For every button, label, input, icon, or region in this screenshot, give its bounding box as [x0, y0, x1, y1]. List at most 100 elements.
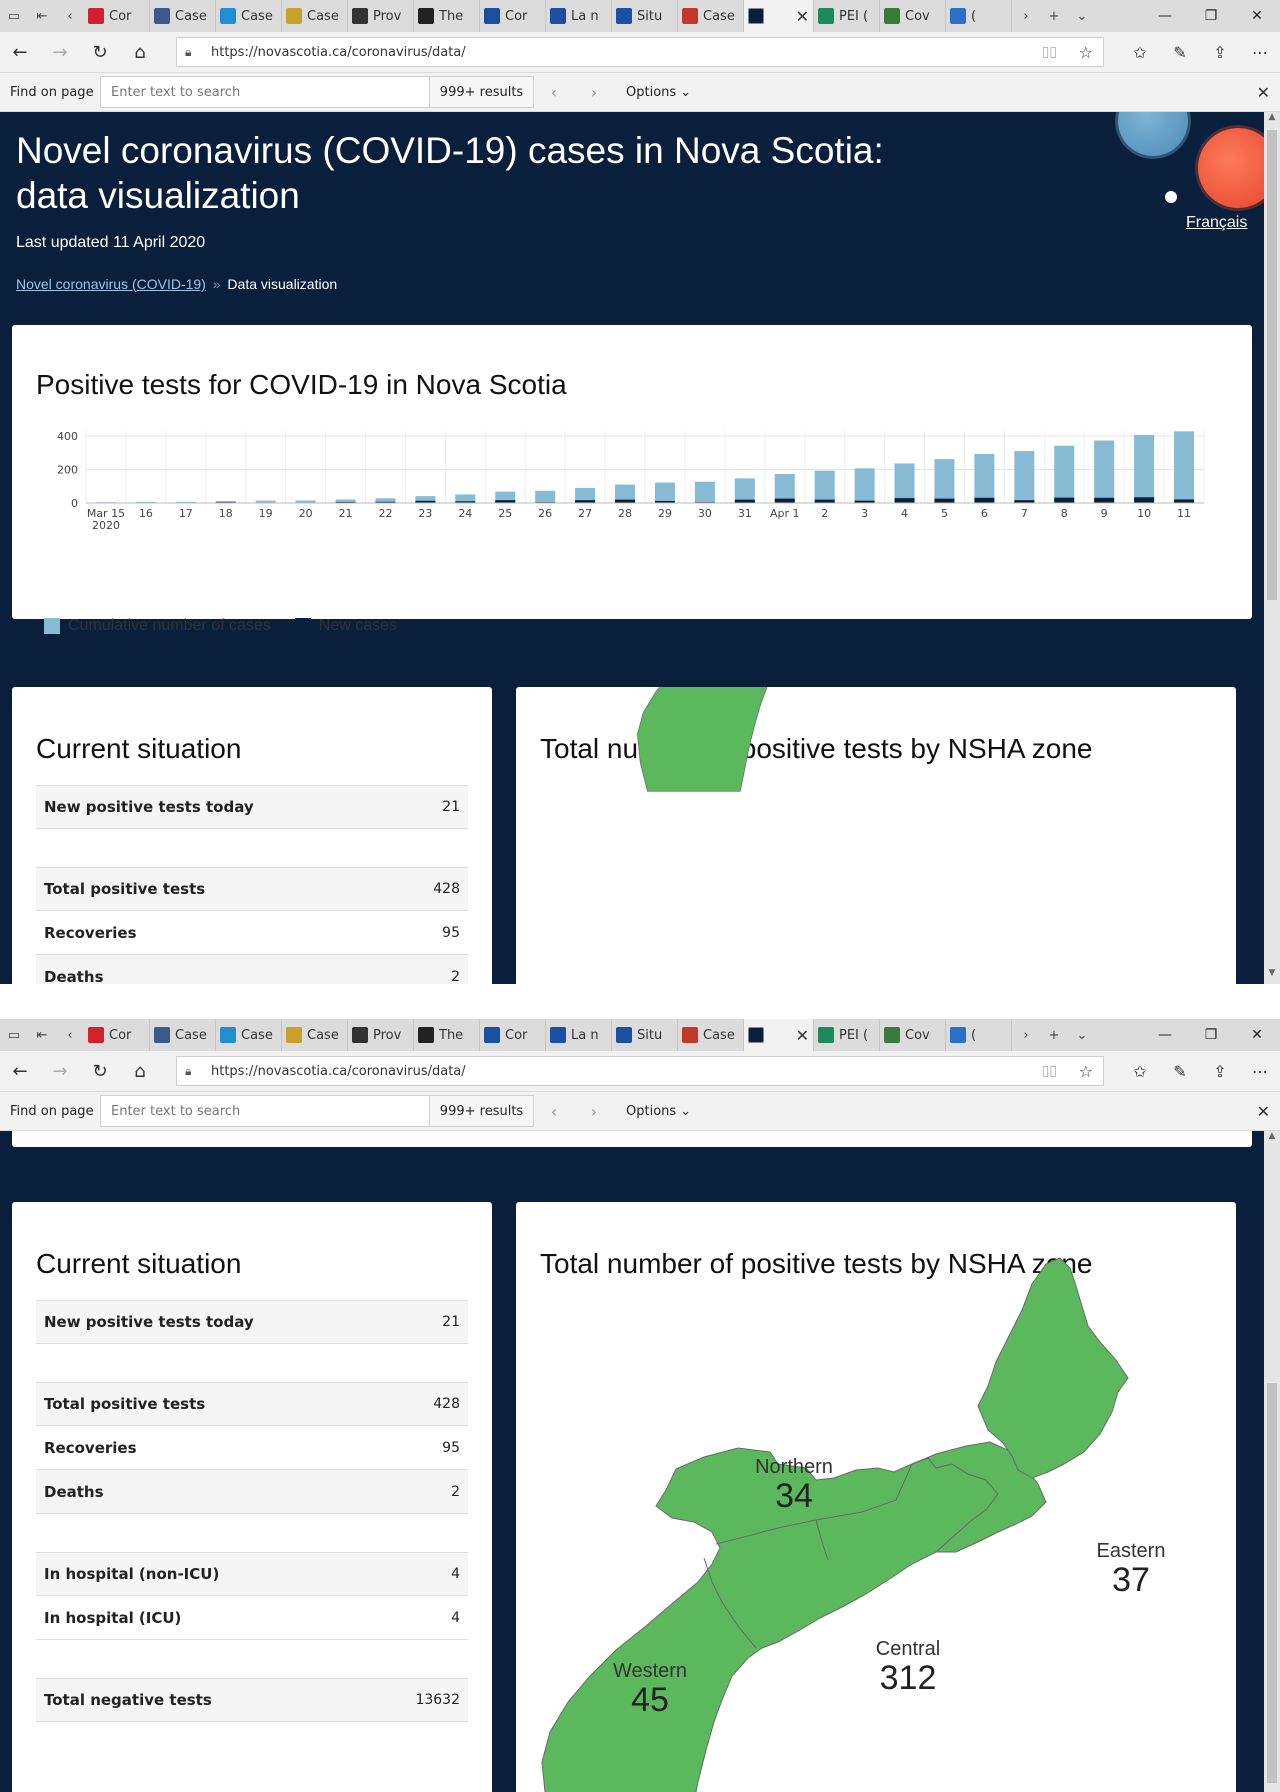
set-aside-tabs-icon[interactable]: ⇤: [36, 8, 48, 24]
restore-icon[interactable]: ❐: [1204, 1027, 1218, 1043]
share-icon[interactable]: ⇪: [1213, 1061, 1227, 1081]
back-icon[interactable]: ←: [12, 41, 28, 63]
breadcrumb-link[interactable]: Novel coronavirus (COVID-19): [16, 276, 206, 292]
find-prev-icon[interactable]: ‹: [550, 1101, 558, 1121]
browser-tab[interactable]: Case: [216, 1019, 282, 1051]
zone-border-western[interactable]: [703, 1557, 757, 1649]
address-bar[interactable]: 🔒︎ https://novascotia.ca/coronavirus/dat…: [176, 37, 1104, 67]
scroll-tabs-right-icon[interactable]: ›: [1023, 1027, 1029, 1043]
back-icon[interactable]: ←: [12, 1060, 28, 1082]
favorites-icon[interactable]: ✩: [1133, 1061, 1147, 1081]
scroll-up-icon[interactable]: ▲: [1268, 112, 1276, 122]
close-window-icon[interactable]: ✕: [1251, 1027, 1263, 1043]
browser-tab[interactable]: Cor: [84, 1019, 150, 1051]
tab-list-icon[interactable]: ▭: [7, 8, 21, 24]
zone-shape-mainland[interactable]: [541, 1447, 999, 1792]
home-icon[interactable]: ⌂: [134, 41, 146, 63]
tab-active[interactable]: ✕: [744, 1019, 814, 1051]
browser-tab[interactable]: Cor: [480, 0, 546, 32]
favorite-star-icon[interactable]: ☆: [1078, 42, 1093, 62]
scroll-tabs-left-icon[interactable]: ‹: [67, 1027, 73, 1043]
pen-icon[interactable]: ✎: [1173, 1061, 1187, 1081]
zone-eastern[interactable]: Eastern 37: [1081, 1540, 1181, 1597]
tab-list-icon[interactable]: ▭: [7, 1027, 21, 1043]
refresh-icon[interactable]: ↻: [92, 41, 108, 63]
find-close-icon[interactable]: ✕: [1256, 82, 1270, 102]
browser-tab[interactable]: (: [946, 0, 1012, 32]
browser-tab[interactable]: Case: [678, 1019, 744, 1051]
browser-tab[interactable]: Situ: [612, 0, 678, 32]
browser-tab[interactable]: Cov: [880, 1019, 946, 1051]
set-aside-tabs-icon[interactable]: ⇤: [36, 1027, 48, 1043]
browser-tab[interactable]: La n: [546, 1019, 612, 1051]
zone-shape-mainland[interactable]: [637, 687, 963, 792]
minimize-icon[interactable]: —: [1158, 8, 1172, 24]
reading-view-icon[interactable]: ▯▯: [1041, 44, 1057, 60]
tab-active[interactable]: ✕: [744, 0, 814, 32]
find-close-icon[interactable]: ✕: [1256, 1101, 1270, 1121]
scroll-down-icon[interactable]: ▼: [1268, 968, 1276, 978]
legend-item-new[interactable]: New cases: [294, 617, 397, 635]
browser-tab[interactable]: Case: [282, 1019, 348, 1051]
browser-tab[interactable]: The: [414, 1019, 480, 1051]
find-input[interactable]: Enter text to search: [100, 76, 430, 108]
home-icon[interactable]: ⌂: [134, 1060, 146, 1082]
share-icon[interactable]: ⇪: [1213, 42, 1227, 62]
language-toggle-link[interactable]: Français: [1186, 214, 1248, 231]
zone-border-central[interactable]: [815, 1519, 829, 1561]
browser-tab[interactable]: Cov: [880, 0, 946, 32]
browser-tab[interactable]: Case: [150, 1019, 216, 1051]
scroll-thumb[interactable]: [1267, 1383, 1277, 1783]
browser-tab[interactable]: Case: [216, 0, 282, 32]
favorite-star-icon[interactable]: ☆: [1078, 1061, 1093, 1081]
browser-tab[interactable]: Prov: [348, 0, 414, 32]
minimize-icon[interactable]: —: [1158, 1027, 1172, 1043]
find-next-icon[interactable]: ›: [590, 82, 598, 102]
find-options-button[interactable]: Options ⌄: [626, 1103, 692, 1119]
browser-tab[interactable]: Prov: [348, 1019, 414, 1051]
restore-icon[interactable]: ❐: [1204, 8, 1218, 24]
browser-tab[interactable]: Case: [678, 0, 744, 32]
zone-western[interactable]: Western 45: [600, 1660, 700, 1717]
zone-central[interactable]: Central 312: [858, 1638, 958, 1695]
more-icon[interactable]: ⋯: [1252, 42, 1268, 62]
reading-view-icon[interactable]: ▯▯: [1041, 1063, 1057, 1079]
new-tab-icon[interactable]: +: [1048, 8, 1060, 24]
forward-icon[interactable]: →: [52, 41, 68, 63]
browser-tab[interactable]: (: [946, 1019, 1012, 1051]
page-scrollbar[interactable]: ▲: [1264, 1131, 1280, 1792]
more-icon[interactable]: ⋯: [1252, 1061, 1268, 1081]
tab-close-icon[interactable]: ✕: [795, 6, 809, 26]
pen-icon[interactable]: ✎: [1173, 42, 1187, 62]
scroll-tabs-right-icon[interactable]: ›: [1023, 8, 1029, 24]
close-window-icon[interactable]: ✕: [1251, 8, 1263, 24]
browser-tab[interactable]: Cor: [84, 0, 150, 32]
page-scrollbar[interactable]: ▲ ▼: [1264, 112, 1280, 984]
scroll-tabs-left-icon[interactable]: ‹: [67, 8, 73, 24]
new-tab-icon[interactable]: +: [1048, 1027, 1060, 1043]
browser-tab[interactable]: Case: [282, 0, 348, 32]
zone-northern[interactable]: Northern 34: [744, 1456, 844, 1513]
forward-icon[interactable]: →: [52, 1060, 68, 1082]
browser-tab[interactable]: The: [414, 0, 480, 32]
tab-close-icon[interactable]: ✕: [795, 1025, 809, 1045]
address-bar[interactable]: 🔒︎ https://novascotia.ca/coronavirus/dat…: [176, 1056, 1104, 1086]
legend-item-cumulative[interactable]: Cumulative number of cases: [44, 617, 271, 635]
browser-tab[interactable]: Situ: [612, 1019, 678, 1051]
find-input[interactable]: Enter text to search: [100, 1095, 430, 1127]
scroll-up-icon[interactable]: ▲: [1268, 1131, 1276, 1141]
find-next-icon[interactable]: ›: [590, 1101, 598, 1121]
find-prev-icon[interactable]: ‹: [550, 82, 558, 102]
scroll-thumb[interactable]: [1267, 130, 1277, 600]
refresh-icon[interactable]: ↻: [92, 1060, 108, 1082]
favorites-icon[interactable]: ✩: [1133, 42, 1147, 62]
tab-menu-icon[interactable]: ⌄: [1076, 1027, 1088, 1043]
browser-tab[interactable]: PEI (: [814, 1019, 880, 1051]
browser-tab[interactable]: Case: [150, 0, 216, 32]
browser-tab[interactable]: Cor: [480, 1019, 546, 1051]
browser-tab[interactable]: La n: [546, 0, 612, 32]
tab-menu-icon[interactable]: ⌄: [1076, 8, 1088, 24]
find-options-button[interactable]: Options ⌄: [626, 84, 692, 100]
zone-shape-cape-breton[interactable]: [977, 1257, 1129, 1479]
browser-tab[interactable]: PEI (: [814, 0, 880, 32]
